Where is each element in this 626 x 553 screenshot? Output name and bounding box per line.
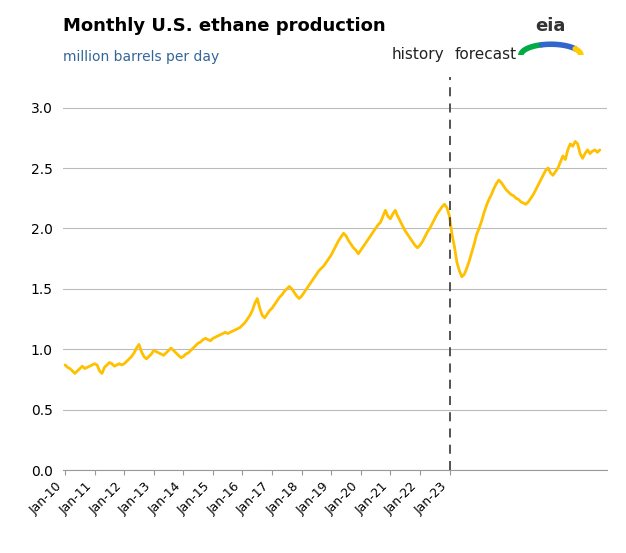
Text: million barrels per day: million barrels per day <box>63 50 219 64</box>
Text: Monthly U.S. ethane production: Monthly U.S. ethane production <box>63 17 385 35</box>
Text: eia: eia <box>536 17 566 35</box>
Text: history: history <box>392 46 444 62</box>
Text: forecast: forecast <box>454 46 516 62</box>
